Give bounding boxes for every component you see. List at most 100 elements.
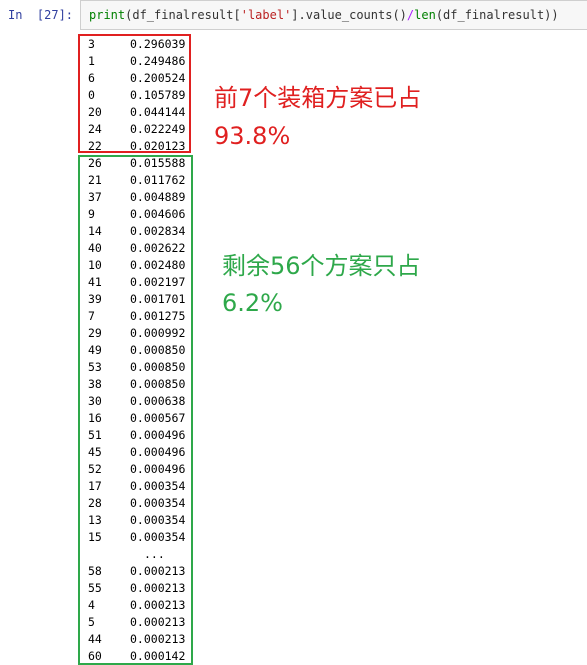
row-value: 0.004606 xyxy=(130,207,186,221)
row-label: 40 xyxy=(88,241,102,255)
top-rows: 3 0.296039 1 0.249486 6 0.200524 0 0.105789 20 0.… xyxy=(88,36,198,155)
series-row: 58 0.000213 xyxy=(88,563,198,580)
row-value: 0.105789 xyxy=(130,88,186,102)
row-value: 0.249486 xyxy=(130,54,186,68)
series-row: 5 0.000213 xyxy=(88,614,198,631)
series-row: 30 0.000638 xyxy=(88,393,198,410)
row-label: 7 xyxy=(88,309,95,323)
row-label: 45 xyxy=(88,445,102,459)
series-row: 6 0.200524 xyxy=(88,70,198,87)
row-value: 0.002197 xyxy=(130,275,186,289)
top7-annotation-line2: 93.8% xyxy=(214,122,291,150)
row-value: 0.000213 xyxy=(130,615,186,629)
row-value: 0.000354 xyxy=(130,530,186,544)
code-text: print(df_finalresult['label'].value_coun… xyxy=(89,8,559,22)
code-print: print xyxy=(89,8,126,22)
series-row: 40 0.002622 xyxy=(88,240,198,257)
series-row: 3 0.296039 xyxy=(88,36,198,53)
row-label: 17 xyxy=(88,479,102,493)
row-label: 39 xyxy=(88,292,102,306)
row-label: 24 xyxy=(88,122,102,136)
row-label: 41 xyxy=(88,275,102,289)
row-value: 0.296039 xyxy=(130,37,186,51)
row-label: 21 xyxy=(88,173,102,187)
row-label: 16 xyxy=(88,411,102,425)
series-row: 28 0.000354 xyxy=(88,495,198,512)
output-series: 3 0.296039 1 0.249486 6 0.200524 0 0.105789 20 0.… xyxy=(88,36,198,665)
row-label: 3 xyxy=(88,37,95,51)
series-row: 16 0.000567 xyxy=(88,410,198,427)
row-label: 5 xyxy=(88,615,95,629)
series-row: 60 0.000142 xyxy=(88,648,198,665)
series-row: 55 0.000213 xyxy=(88,580,198,597)
row-label: 14 xyxy=(88,224,102,238)
series-row: 0 0.105789 xyxy=(88,87,198,104)
row-value: 0.000496 xyxy=(130,445,186,459)
code-part-7: (df_finalresult)) xyxy=(435,8,559,22)
remaining-annotation-line2: 6.2% xyxy=(222,289,283,317)
row-label: 55 xyxy=(88,581,102,595)
row-value: 0.020123 xyxy=(130,139,186,153)
row-label: 60 xyxy=(88,649,102,663)
code-len: len xyxy=(414,8,436,22)
series-row: 45 0.000496 xyxy=(88,444,198,461)
top7-highlight-box xyxy=(78,34,191,153)
row-value: 0.000142 xyxy=(130,649,186,663)
row-label: 30 xyxy=(88,394,102,408)
series-row: 1 0.249486 xyxy=(88,53,198,70)
ellipsis: ... xyxy=(144,547,165,561)
input-area: In [27]: print(df_finalresult['label'].v… xyxy=(0,0,587,30)
row-label: 49 xyxy=(88,343,102,357)
row-label: 44 xyxy=(88,632,102,646)
series-row: 44 0.000213 xyxy=(88,631,198,648)
row-label: 15 xyxy=(88,530,102,544)
series-row: 7 0.001275 xyxy=(88,308,198,325)
series-row: 49 0.000850 xyxy=(88,342,198,359)
row-label: 38 xyxy=(88,377,102,391)
series-row: 20 0.044144 xyxy=(88,104,198,121)
row-label: 28 xyxy=(88,496,102,510)
row-value: 0.000567 xyxy=(130,411,186,425)
row-value: 0.004889 xyxy=(130,190,186,204)
series-row: 10 0.002480 xyxy=(88,257,198,274)
row-value: 0.000213 xyxy=(130,564,186,578)
row-value: 0.200524 xyxy=(130,71,186,85)
row-value: 0.002480 xyxy=(130,258,186,272)
row-label: 6 xyxy=(88,71,95,85)
row-value: 0.002834 xyxy=(130,224,186,238)
row-value: 0.000213 xyxy=(130,632,186,646)
series-row: 51 0.000496 xyxy=(88,427,198,444)
row-label: 22 xyxy=(88,139,102,153)
series-row: 52 0.000496 xyxy=(88,461,198,478)
row-value: 0.000354 xyxy=(130,496,186,510)
row-value: 0.001701 xyxy=(130,292,186,306)
row-value: 0.000354 xyxy=(130,479,186,493)
row-value: 0.000496 xyxy=(130,462,186,476)
row-value: 0.000213 xyxy=(130,598,186,612)
row-label: 20 xyxy=(88,105,102,119)
row-value: 0.011762 xyxy=(130,173,186,187)
series-row: 15 0.000354 xyxy=(88,529,198,546)
row-label: 1 xyxy=(88,54,95,68)
row-label: 13 xyxy=(88,513,102,527)
row-value: 0.000354 xyxy=(130,513,186,527)
row-label: 10 xyxy=(88,258,102,272)
row-value: 0.000850 xyxy=(130,360,186,374)
series-row: 22 0.020123 xyxy=(88,138,198,155)
code-cell[interactable]: print(df_finalresult['label'].value_coun… xyxy=(80,0,587,30)
row-label: 26 xyxy=(88,156,102,170)
row-label: 9 xyxy=(88,207,95,221)
row-value: 0.002622 xyxy=(130,241,186,255)
series-row: 41 0.002197 xyxy=(88,274,198,291)
row-value: 0.000638 xyxy=(130,394,186,408)
series-row: 14 0.002834 xyxy=(88,223,198,240)
row-label: 0 xyxy=(88,88,95,102)
row-label: 37 xyxy=(88,190,102,204)
row-label: 58 xyxy=(88,564,102,578)
series-row: 38 0.000850 xyxy=(88,376,198,393)
series-row: 13 0.000354 xyxy=(88,512,198,529)
series-row: 21 0.011762 xyxy=(88,172,198,189)
series-row: 17 0.000354 xyxy=(88,478,198,495)
row-value: 0.000213 xyxy=(130,581,186,595)
row-value: 0.000992 xyxy=(130,326,186,340)
